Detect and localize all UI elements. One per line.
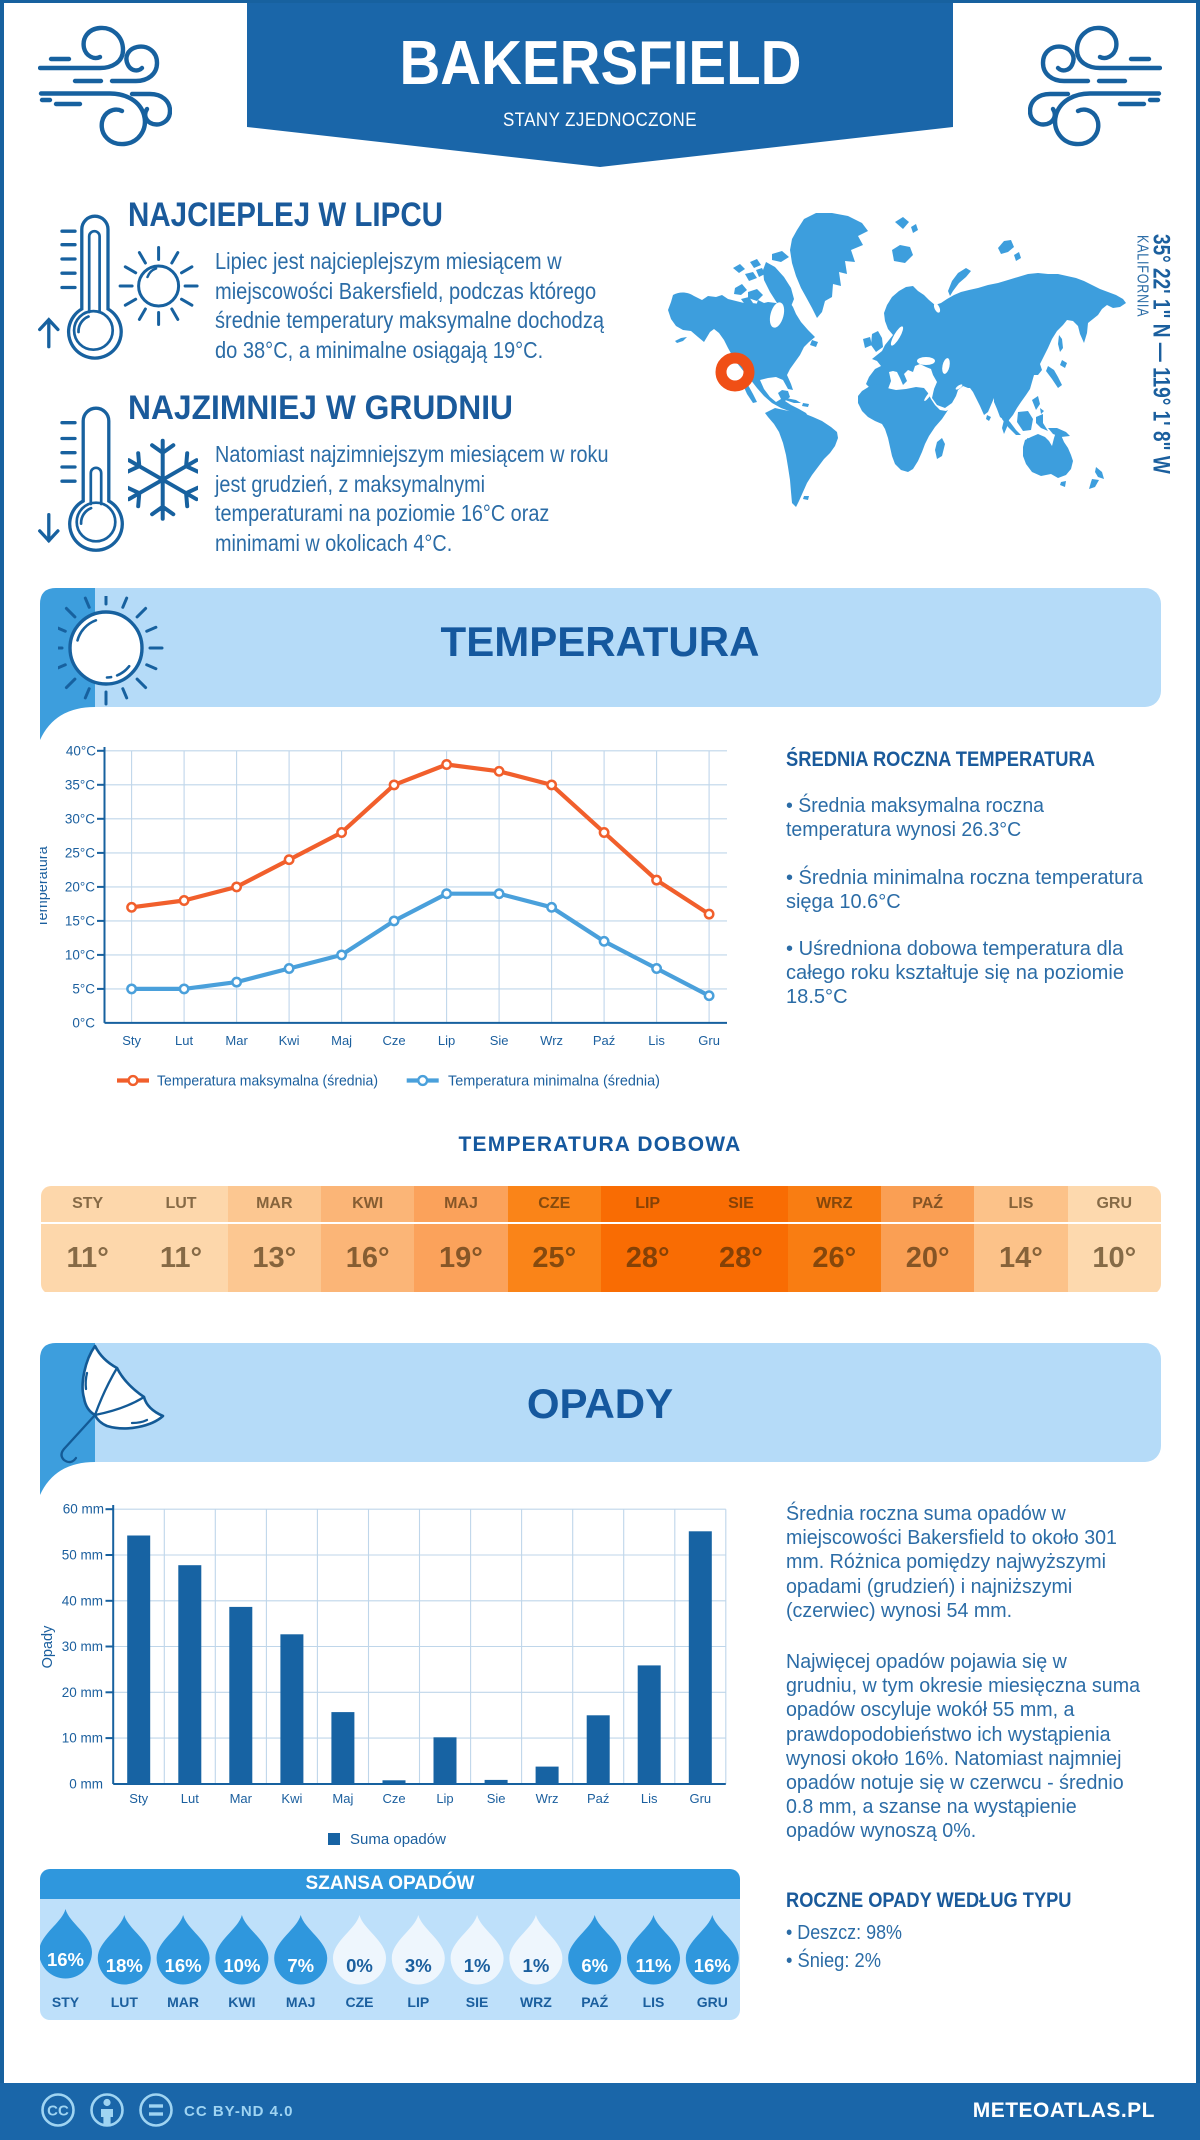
svg-text:CC: CC xyxy=(47,2103,69,2120)
svg-text:10%: 10% xyxy=(223,1955,260,1976)
svg-text:16%: 16% xyxy=(165,1955,202,1976)
svg-text:Sty: Sty xyxy=(122,1033,141,1048)
svg-text:5°C: 5°C xyxy=(72,981,95,996)
svg-text:Paź: Paź xyxy=(587,1791,609,1806)
svg-text:18%: 18% xyxy=(106,1955,143,1976)
svg-text:Lis: Lis xyxy=(648,1033,665,1048)
svg-text:10 mm: 10 mm xyxy=(62,1731,103,1746)
svg-text:20 mm: 20 mm xyxy=(62,1685,103,1700)
svg-text:6%: 6% xyxy=(581,1955,608,1976)
svg-text:40 mm: 40 mm xyxy=(62,1593,103,1608)
svg-text:Cze: Cze xyxy=(382,1791,405,1806)
svg-text:0 mm: 0 mm xyxy=(69,1776,103,1791)
svg-text:Lut: Lut xyxy=(181,1791,199,1806)
svg-text:Gru: Gru xyxy=(689,1791,711,1806)
svg-text:15°C: 15°C xyxy=(65,913,95,928)
svg-text:STY: STY xyxy=(52,1994,80,2010)
svg-text:Lip: Lip xyxy=(438,1033,455,1048)
svg-text:Sty: Sty xyxy=(129,1791,148,1806)
svg-text:LIS: LIS xyxy=(643,1994,665,2010)
svg-text:Kwi: Kwi xyxy=(281,1791,302,1806)
svg-text:LIP: LIP xyxy=(407,1994,429,2010)
svg-text:Gru: Gru xyxy=(698,1033,720,1048)
svg-text:Mar: Mar xyxy=(230,1791,253,1806)
svg-text:Lis: Lis xyxy=(641,1791,658,1806)
svg-text:KWI: KWI xyxy=(228,1994,255,2010)
svg-text:Paź: Paź xyxy=(593,1033,615,1048)
svg-text:Suma opadów: Suma opadów xyxy=(350,1831,446,1848)
svg-text:Mar: Mar xyxy=(225,1033,248,1048)
svg-text:Temperatura: Temperatura xyxy=(40,845,51,927)
svg-text:MAJ: MAJ xyxy=(286,1994,316,2010)
svg-text:16%: 16% xyxy=(47,1949,84,1970)
svg-text:0°C: 0°C xyxy=(72,1015,95,1030)
svg-text:Sie: Sie xyxy=(490,1033,509,1048)
svg-text:Wrz: Wrz xyxy=(536,1791,559,1806)
svg-text:Lut: Lut xyxy=(175,1033,193,1048)
svg-text:30 mm: 30 mm xyxy=(62,1639,103,1654)
svg-text:Lip: Lip xyxy=(436,1791,453,1806)
svg-text:10°C: 10°C xyxy=(65,947,95,962)
svg-text:Kwi: Kwi xyxy=(279,1033,300,1048)
svg-text:1%: 1% xyxy=(464,1955,491,1976)
svg-text:60 mm: 60 mm xyxy=(63,1502,104,1517)
svg-text:MAR: MAR xyxy=(167,1994,199,2010)
svg-text:1%: 1% xyxy=(523,1955,550,1976)
svg-text:11%: 11% xyxy=(635,1955,671,1976)
svg-text:16%: 16% xyxy=(694,1955,731,1976)
svg-text:3%: 3% xyxy=(405,1955,432,1976)
svg-text:Temperatura maksymalna (średni: Temperatura maksymalna (średnia) xyxy=(157,1073,378,1090)
svg-text:Maj: Maj xyxy=(331,1033,352,1048)
svg-text:Sie: Sie xyxy=(487,1791,506,1806)
svg-text:7%: 7% xyxy=(287,1955,314,1976)
svg-text:Opady: Opady xyxy=(40,1625,56,1668)
svg-text:50 mm: 50 mm xyxy=(62,1548,103,1563)
svg-text:40°C: 40°C xyxy=(66,743,96,758)
svg-text:0%: 0% xyxy=(346,1955,373,1976)
svg-text:PAŹ: PAŹ xyxy=(581,1994,608,2010)
svg-text:25°C: 25°C xyxy=(65,845,95,860)
svg-text:Maj: Maj xyxy=(332,1791,353,1806)
svg-text:Temperatura minimalna (średnia: Temperatura minimalna (średnia) xyxy=(448,1073,660,1090)
svg-text:SIE: SIE xyxy=(466,1994,489,2010)
svg-text:Cze: Cze xyxy=(383,1033,406,1048)
svg-text:LUT: LUT xyxy=(111,1994,139,2010)
svg-text:20°C: 20°C xyxy=(65,879,95,894)
svg-text:CC BY-ND 4.0: CC BY-ND 4.0 xyxy=(184,2103,294,2120)
svg-text:30°C: 30°C xyxy=(65,811,95,826)
svg-text:WRZ: WRZ xyxy=(520,1994,552,2010)
svg-text:GRU: GRU xyxy=(697,1994,728,2010)
svg-text:CZE: CZE xyxy=(346,1994,374,2010)
svg-text:Wrz: Wrz xyxy=(540,1033,563,1048)
svg-text:35°C: 35°C xyxy=(65,777,95,792)
